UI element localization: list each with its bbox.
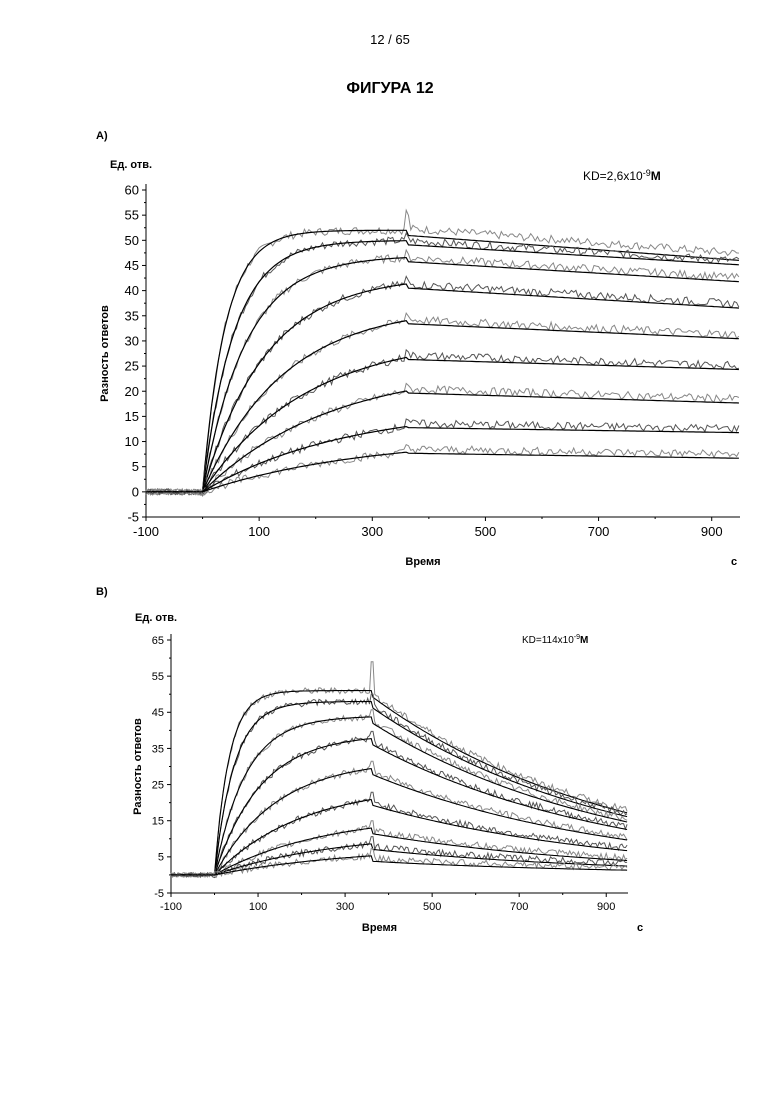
raw-sensorgram-line <box>171 662 627 877</box>
x-tick-label: -100 <box>160 901 182 913</box>
y-tick-label: 5 <box>158 852 164 864</box>
y-tick-label: -5 <box>154 888 164 900</box>
y-tick-label: 65 <box>152 635 164 647</box>
x-axis-label: Время <box>362 922 397 934</box>
fit-curve-line <box>171 691 627 875</box>
y-tick-label: 15 <box>152 816 164 828</box>
x-tick-label: 300 <box>336 901 354 913</box>
y-tick-label: 55 <box>152 671 164 683</box>
fit-curve-line <box>171 739 627 875</box>
x-tick-label: 500 <box>423 901 441 913</box>
x-axis-unit: с <box>637 922 643 934</box>
x-tick-label: 700 <box>510 901 528 913</box>
y-tick-label: 25 <box>152 779 164 791</box>
y-axis-unit-label: Ед. отв. <box>135 612 177 624</box>
x-tick-label: 100 <box>249 901 267 913</box>
y-tick-label: 45 <box>152 707 164 719</box>
x-tick-label: 900 <box>597 901 615 913</box>
y-axis-label: Разность ответов <box>132 718 144 815</box>
y-tick-label: 35 <box>152 743 164 755</box>
kd-annotation: KD=114x10-9M <box>522 634 588 646</box>
